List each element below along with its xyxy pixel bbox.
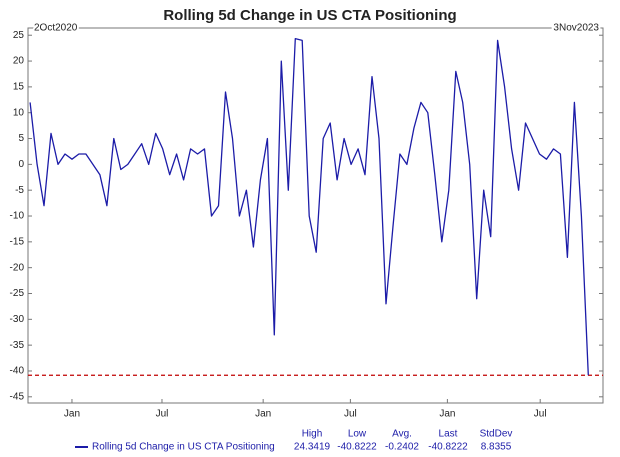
stat-value: 8.8355 — [481, 442, 512, 453]
y-tick-label: -20 — [10, 262, 25, 273]
data-line — [29, 37, 589, 376]
x-tick-label: Jan — [439, 409, 455, 420]
stat-value: -40.8222 — [428, 442, 468, 453]
y-tick-label: -30 — [10, 314, 25, 325]
y-tick-label: -25 — [10, 288, 25, 299]
x-tick-label: Jan — [255, 409, 271, 420]
legend-label: Rolling 5d Change in US CTA Positioning — [92, 442, 275, 453]
x-tick-label: Jan — [64, 409, 80, 420]
stat-label: Avg. — [392, 429, 412, 440]
stat-value: 24.3419 — [294, 442, 331, 453]
plot-frame — [27, 27, 604, 404]
stat-label: Low — [348, 429, 367, 440]
y-tick-label: 0 — [18, 159, 24, 170]
stat-label: Last — [439, 429, 458, 440]
y-tick-label: 10 — [13, 107, 25, 118]
y-tick-label: 5 — [18, 133, 24, 144]
stat-label: StdDev — [480, 429, 513, 440]
y-tick-label: -45 — [10, 391, 25, 402]
y-tick-label: -15 — [10, 236, 25, 247]
y-tick-label: 20 — [13, 56, 25, 67]
y-tick-label: -10 — [10, 211, 25, 222]
y-tick-label: -40 — [10, 366, 25, 377]
end-label: 3Nov2023 — [553, 23, 599, 34]
stat-value: -0.2402 — [385, 442, 419, 453]
stat-label: High — [302, 429, 323, 440]
y-tick-label: -5 — [15, 185, 24, 196]
start-label: 2Oct2020 — [34, 23, 78, 34]
x-tick-label: Jul — [534, 409, 547, 420]
x-tick-label: Jul — [156, 409, 169, 420]
y-tick-label: -35 — [10, 340, 25, 351]
stat-value: -40.8222 — [337, 442, 377, 453]
chart-title: Rolling 5d Change in US CTA Positioning — [163, 7, 456, 24]
x-tick-label: Jul — [344, 409, 357, 420]
y-tick-label: 15 — [13, 82, 25, 93]
y-tick-label: 25 — [13, 30, 25, 41]
